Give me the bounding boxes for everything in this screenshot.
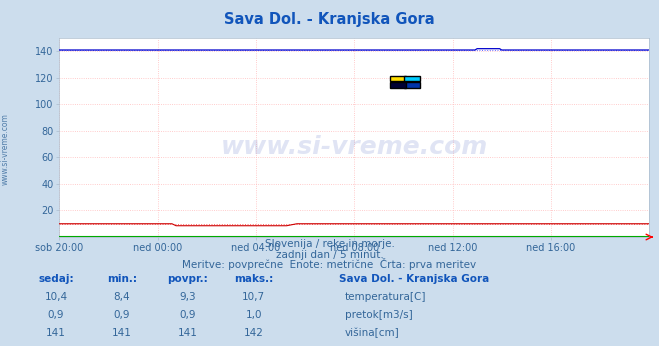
Text: pretok[m3/s]: pretok[m3/s] <box>345 310 413 320</box>
Text: 0,9: 0,9 <box>113 310 130 320</box>
FancyBboxPatch shape <box>389 82 406 88</box>
Text: temperatura[C]: temperatura[C] <box>345 292 426 302</box>
Text: 141: 141 <box>46 328 66 338</box>
Text: 0,9: 0,9 <box>47 310 65 320</box>
Text: 10,7: 10,7 <box>242 292 266 302</box>
Text: 0,9: 0,9 <box>179 310 196 320</box>
Text: www.si-vreme.com: www.si-vreme.com <box>221 136 488 160</box>
Text: 141: 141 <box>178 328 198 338</box>
Text: maks.:: maks.: <box>234 274 273 284</box>
FancyBboxPatch shape <box>389 76 406 81</box>
Text: zadnji dan / 5 minut.: zadnji dan / 5 minut. <box>275 250 384 260</box>
Text: povpr.:: povpr.: <box>167 274 208 284</box>
Text: 1,0: 1,0 <box>245 310 262 320</box>
Text: 8,4: 8,4 <box>113 292 130 302</box>
Text: min.:: min.: <box>107 274 137 284</box>
Text: sedaj:: sedaj: <box>38 274 74 284</box>
Text: www.si-vreme.com: www.si-vreme.com <box>1 113 10 185</box>
Text: Meritve: povprečne  Enote: metrične  Črta: prva meritev: Meritve: povprečne Enote: metrične Črta:… <box>183 258 476 270</box>
Text: višina[cm]: višina[cm] <box>345 328 399 338</box>
Text: 141: 141 <box>112 328 132 338</box>
Text: 142: 142 <box>244 328 264 338</box>
Text: 10,4: 10,4 <box>44 292 68 302</box>
Text: Slovenija / reke in morje.: Slovenija / reke in morje. <box>264 239 395 249</box>
Text: 9,3: 9,3 <box>179 292 196 302</box>
Text: Sava Dol. - Kranjska Gora: Sava Dol. - Kranjska Gora <box>224 12 435 27</box>
FancyBboxPatch shape <box>404 76 420 81</box>
Text: Sava Dol. - Kranjska Gora: Sava Dol. - Kranjska Gora <box>339 274 490 284</box>
FancyBboxPatch shape <box>404 82 420 88</box>
